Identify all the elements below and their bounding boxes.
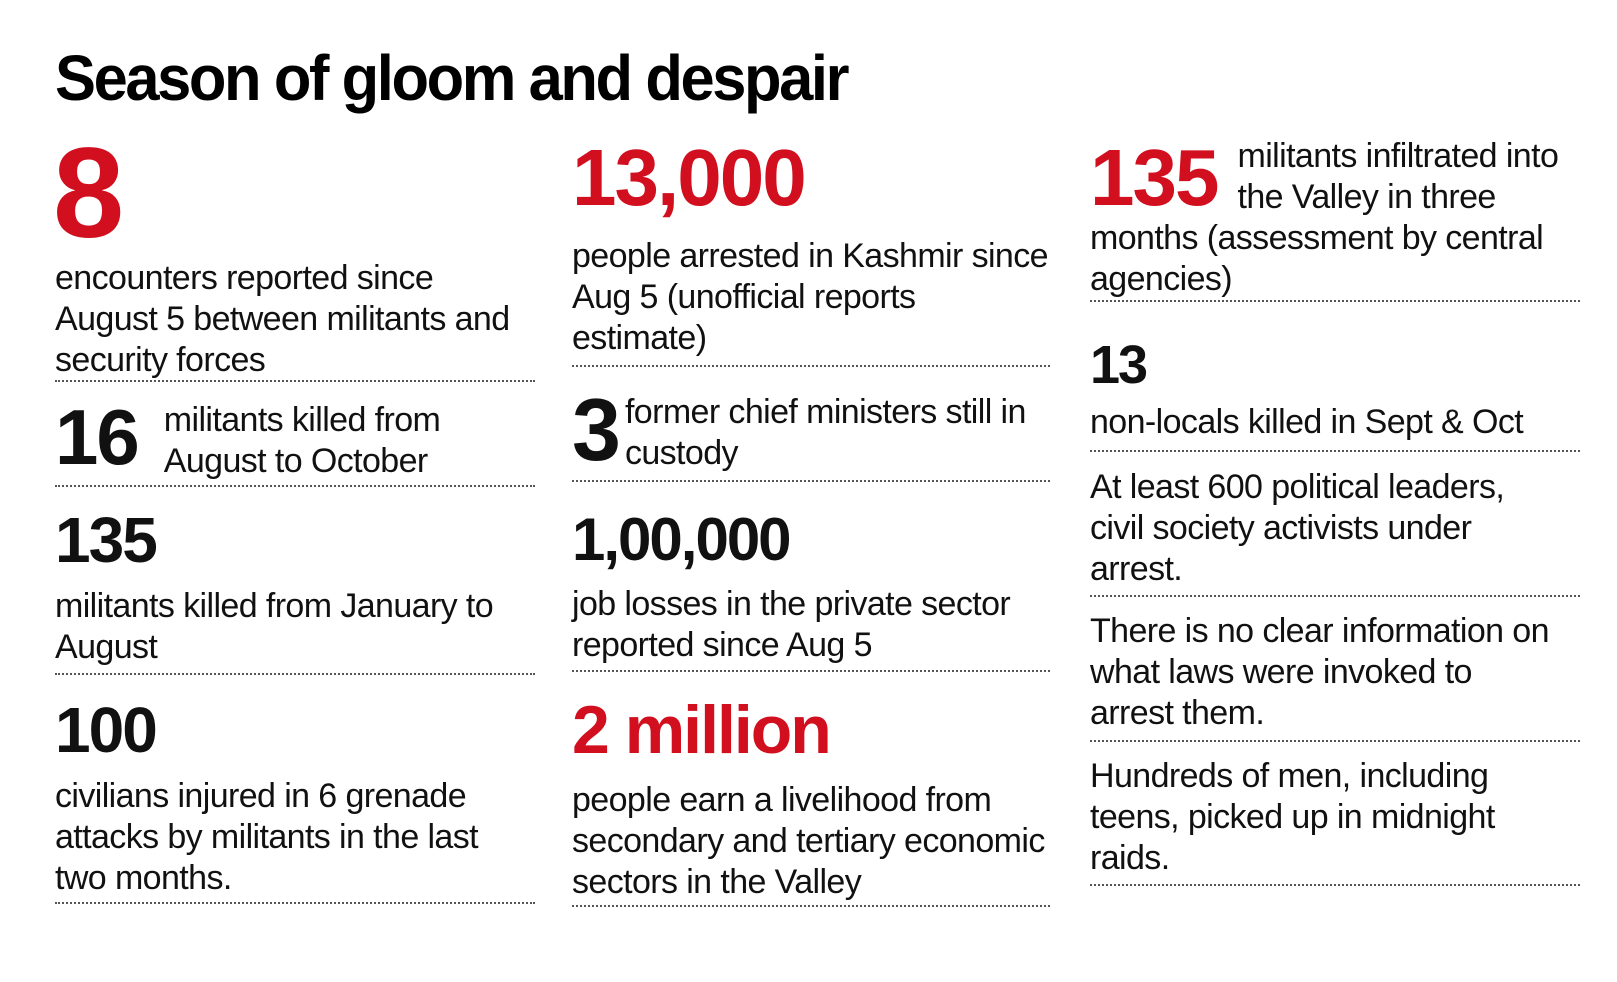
divider [1090, 595, 1580, 597]
divider [55, 902, 535, 904]
stat-text: militants killed from August to October [163, 401, 441, 480]
stat-number: 3 [572, 380, 621, 479]
stat-militants-killed-jan-aug: 135 militants killed from January to Aug… [55, 508, 535, 668]
divider [1090, 884, 1580, 886]
divider [572, 905, 1050, 907]
stat-text: civilians injured in 6 grenade attacks b… [55, 777, 479, 897]
note-text: Hundreds of men, including teens, picked… [1090, 757, 1495, 877]
stat-encounters: 8 encounters reported since August 5 bet… [53, 122, 535, 381]
note-text: At least 600 political leaders, civil so… [1090, 468, 1505, 588]
stat-livelihood: 2 million people earn a livelihood from … [572, 696, 1050, 903]
stat-civilians-injured: 100 civilians injured in 6 grenade attac… [55, 698, 535, 899]
stat-number: 100 [55, 694, 158, 766]
divider [572, 480, 1050, 482]
divider [55, 673, 535, 675]
stat-number: 16 [55, 393, 140, 481]
stat-former-chief-ministers: 3 former chief ministers still in custod… [572, 386, 1050, 474]
stat-militants-infiltrated: 135 militants infiltrated into the Valle… [1090, 136, 1580, 300]
note-midnight-raids: Hundreds of men, including teens, picked… [1090, 756, 1580, 879]
page-title: Season of gloom and despair [55, 42, 849, 114]
stat-number: 13,000 [572, 133, 807, 222]
divider [1090, 740, 1580, 742]
divider [55, 485, 535, 487]
stat-text: people arrested in Kashmir since Aug 5 (… [572, 237, 1049, 357]
divider [55, 380, 535, 382]
stat-number: 2 million [572, 692, 832, 768]
stat-text: militants infiltrated into the Valley in… [1090, 137, 1559, 298]
stat-text: encounters reported since August 5 betwe… [55, 259, 510, 379]
stat-text: militants killed from January to August [55, 587, 494, 666]
stat-people-arrested: 13,000 people arrested in Kashmir since … [572, 138, 1050, 359]
stat-job-losses: 1,00,000 job losses in the private secto… [572, 510, 1050, 666]
stat-number: 1,00,000 [572, 506, 792, 573]
note-laws-invoked: There is no clear information on what la… [1090, 611, 1580, 734]
stat-number: 135 [1090, 133, 1219, 222]
divider [1090, 450, 1580, 452]
stat-number: 13 [1090, 335, 1148, 395]
stat-non-locals-killed: 13 non-locals killed in Sept & Oct [1090, 338, 1580, 443]
note-political-leaders: At least 600 political leaders, civil so… [1090, 467, 1580, 590]
stat-text: people earn a livelihood from secondary … [572, 781, 1045, 901]
stat-number: 8 [53, 122, 124, 265]
divider [572, 365, 1050, 367]
stat-militants-killed-aug-oct: 16 militants killed from August to Octob… [55, 398, 535, 482]
stat-text: non-locals killed in Sept & Oct [1090, 403, 1524, 441]
divider [572, 670, 1050, 672]
divider [1090, 300, 1580, 302]
note-text: There is no clear information on what la… [1090, 612, 1550, 732]
stat-number: 135 [55, 504, 158, 576]
stat-text: former chief ministers still in custody [624, 393, 1026, 472]
stat-text: job losses in the private sector reporte… [572, 585, 1011, 664]
